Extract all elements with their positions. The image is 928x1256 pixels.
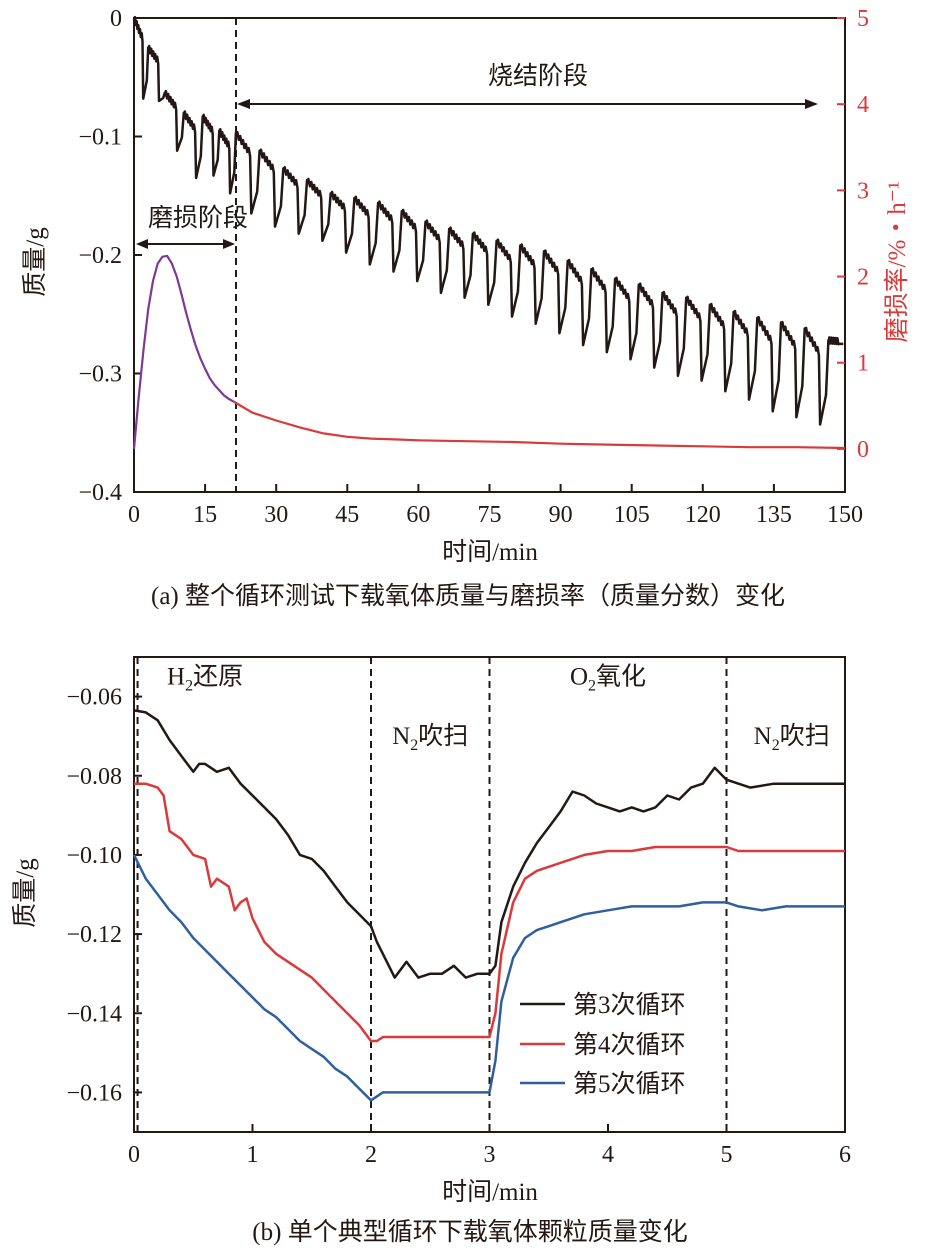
b-y-tick-label: −0.16 <box>66 1080 122 1106</box>
plot-b-frame <box>133 656 846 1133</box>
a-x-tick-label: 120 <box>685 502 721 528</box>
a-x-axis-label: 时间/min <box>442 538 538 566</box>
b-series-cycle-3 <box>133 709 845 979</box>
a-x-tick-label: 15 <box>193 502 217 528</box>
b-x-tick-label: 6 <box>839 1142 851 1168</box>
b-y-tick-label: −0.08 <box>66 764 122 790</box>
panel-b: 0 1 2 3 4 5 6 −0.06 −0.08 −0.10 −0.12 −0.14 −0.16 H… <box>11 656 851 1246</box>
b-x-tick-label: 1 <box>247 1142 259 1168</box>
a-y2-tick-label: 5 <box>857 6 869 32</box>
b-phase-label: H2还原 <box>167 663 243 695</box>
b-series-cycle-4 <box>134 782 845 1043</box>
a-x-tick-label: 30 <box>264 502 288 528</box>
b-x-tick-label: 2 <box>365 1142 377 1168</box>
b-y-tick-label: −0.10 <box>66 843 122 869</box>
a-mass-line <box>132 15 844 426</box>
b-x-tick-label: 5 <box>721 1142 733 1168</box>
b-x-ticks: 0 1 2 3 4 5 6 <box>128 1124 851 1168</box>
b-phase-label: O2氧化 <box>570 663 646 695</box>
b-y-tick-label: −0.06 <box>66 685 122 711</box>
b-y-tick-label: −0.12 <box>66 922 122 948</box>
b-x-tick-label: 0 <box>128 1142 140 1168</box>
a-attrition-rate-line <box>232 400 846 450</box>
stage-attrition-arrow <box>136 239 235 249</box>
panel-a: 0 15 30 45 60 75 90 105 120 135 150 0−0.1−0.2−0.3−… <box>21 6 911 610</box>
a-y2-tick-label: 0 <box>857 437 869 463</box>
a-y2-tick-label: 4 <box>857 92 869 118</box>
b-phase-labels: H2还原 N2吹扫 O2氧化 N2吹扫 <box>167 663 830 754</box>
a-series-group <box>132 15 846 450</box>
a-x-tick-label: 0 <box>128 502 140 528</box>
a-x-tick-label: 60 <box>406 502 430 528</box>
a-y-tick-label: −0.2 <box>78 243 122 269</box>
caption-a: (a) 整个循环测试下载氧体质量与磨损率（质量分数）变化 <box>151 582 785 610</box>
a-x-tick-label: 150 <box>827 502 863 528</box>
b-phase-label: N2吹扫 <box>392 722 468 754</box>
a-y2-tick-label: 2 <box>857 265 869 291</box>
a-x-tick-label: 75 <box>478 502 502 528</box>
a-x-ticks: 0 15 30 45 60 75 90 105 120 135 150 <box>128 484 863 528</box>
legend-label-cycle-3: 第3次循环 <box>573 991 686 1019</box>
b-y-tick-label: −0.14 <box>66 1001 122 1027</box>
b-y-ticks: −0.06 −0.08 −0.10 −0.12 −0.14 −0.16 <box>66 685 142 1106</box>
a-y2-ticks: 0 1 2 3 4 5 <box>837 6 869 463</box>
a-y-ticks: 0 −0.1 −0.2 −0.3 −0.4 <box>78 6 142 506</box>
a-y2-tick-label: 3 <box>857 178 869 204</box>
b-x-tick-label: 3 <box>484 1142 496 1168</box>
b-x-tick-label: 4 <box>602 1142 614 1168</box>
b-y-axis-label: 质量/g <box>11 858 39 928</box>
a-y-tick-label: −0.3 <box>78 362 122 388</box>
caption-b: (b) 单个典型循环下载氧体颗粒质量变化 <box>252 1218 687 1246</box>
a-y2-axis-label: 磨损率/%・h⁻¹ <box>883 182 911 343</box>
a-x-tick-label: 45 <box>335 502 359 528</box>
b-phase-label: N2吹扫 <box>754 722 830 754</box>
a-y-tick-label: 0 <box>110 6 122 32</box>
a-attrition-rate-line-early <box>132 254 235 449</box>
a-y-tick-label: −0.1 <box>78 125 122 151</box>
a-x-tick-label: 135 <box>756 502 792 528</box>
a-y-tick-label: −0.4 <box>78 480 122 506</box>
b-series-cycle-5 <box>132 854 845 1102</box>
a-x-tick-label: 90 <box>549 502 573 528</box>
legend-label-cycle-4: 第4次循环 <box>573 1031 686 1059</box>
legend: 第3次循环 第4次循环 第5次循环 <box>520 991 686 1098</box>
b-series-group <box>132 709 845 1102</box>
stage-sintering-label: 烧结阶段 <box>488 62 588 90</box>
stage-attrition-label: 磨损阶段 <box>148 204 248 232</box>
a-y-axis-label: 质量/g <box>21 227 49 297</box>
b-x-axis-label: 时间/min <box>442 1178 538 1206</box>
legend-label-cycle-5: 第5次循环 <box>573 1070 686 1098</box>
a-y2-tick-label: 1 <box>857 351 869 377</box>
stage-sintering-arrow <box>237 99 818 109</box>
a-x-tick-label: 105 <box>614 502 650 528</box>
